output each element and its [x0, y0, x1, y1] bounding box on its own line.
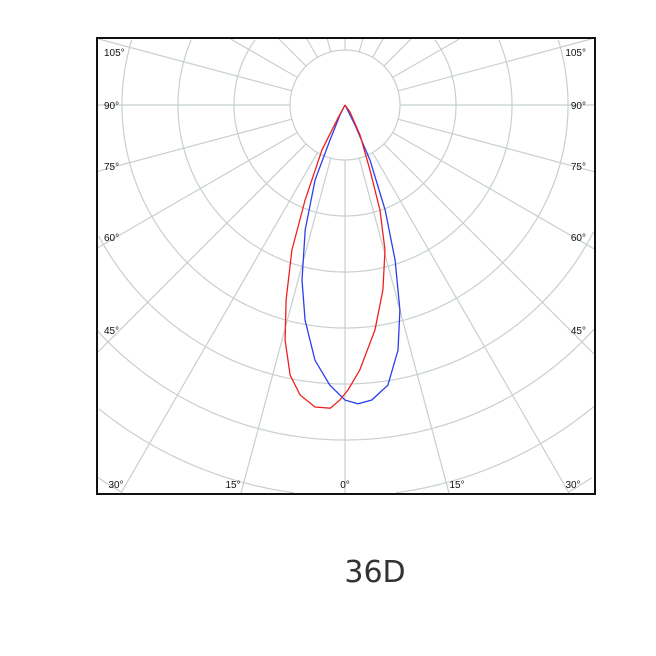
grid-spoke [392, 38, 460, 79]
angle-label-bottom: 15° [449, 480, 464, 491]
angle-label-left: 75° [104, 162, 119, 173]
grid-spoke [306, 38, 319, 58]
grid-ring [345, 39, 513, 273]
angle-label-left: 60° [104, 233, 119, 244]
angle-labels: 105° 90° 75° 60° 45° 105° 90° 75° 60° 45° 30° 15° 0°… [104, 48, 586, 491]
grid-ring [568, 477, 593, 493]
grid-ring [98, 408, 295, 494]
grid-spoke [392, 131, 595, 250]
grid-spoke [358, 157, 450, 494]
angle-label-bottom: 0° [340, 480, 350, 491]
angle-label-bottom: 30° [108, 480, 123, 491]
angle-label-right: 60° [571, 233, 586, 244]
intensity-curve-2 [284, 104, 386, 409]
grid-ring [345, 328, 595, 441]
grid-ring [177, 39, 345, 273]
grid-ring [98, 235, 345, 385]
intensity-curve-1 [301, 104, 401, 405]
grid-spoke [397, 38, 592, 92]
grid-spoke [278, 38, 307, 67]
angle-label-bottom: 30° [565, 480, 580, 491]
grid-ring [121, 39, 345, 329]
grid-spoke [326, 38, 332, 53]
chart-frame [96, 37, 596, 495]
grid-ring [97, 477, 122, 493]
grid-ring [233, 39, 345, 217]
grid-spoke [97, 118, 293, 172]
grid-ring [97, 330, 345, 441]
grid-ring [395, 406, 595, 494]
grid-spoke [98, 38, 293, 92]
polar-grid [97, 38, 595, 494]
angle-label-left: 45° [104, 326, 119, 337]
angle-label-left: 105° [104, 48, 125, 59]
grid-spoke [383, 143, 595, 355]
grid-ring [345, 231, 595, 385]
angle-label-bottom: 15° [225, 480, 240, 491]
curves [284, 104, 401, 409]
chart-caption: 36D [344, 555, 406, 590]
grid-spoke [358, 38, 364, 53]
angle-label-left: 90° [104, 101, 119, 112]
angle-label-right: 90° [571, 101, 586, 112]
grid-ring [345, 39, 457, 217]
grid-spoke [120, 152, 319, 494]
grid-spoke [371, 38, 384, 58]
angle-label-right: 45° [571, 326, 586, 337]
grid-spoke [383, 38, 412, 67]
grid-spoke [397, 118, 595, 173]
grid-spoke [97, 143, 307, 353]
angle-label-right: 105° [565, 48, 586, 59]
grid-spoke [230, 38, 298, 79]
grid-ring [345, 39, 569, 329]
grid-spoke [97, 131, 298, 249]
angle-label-right: 75° [571, 162, 586, 173]
grid-spoke [371, 152, 570, 494]
